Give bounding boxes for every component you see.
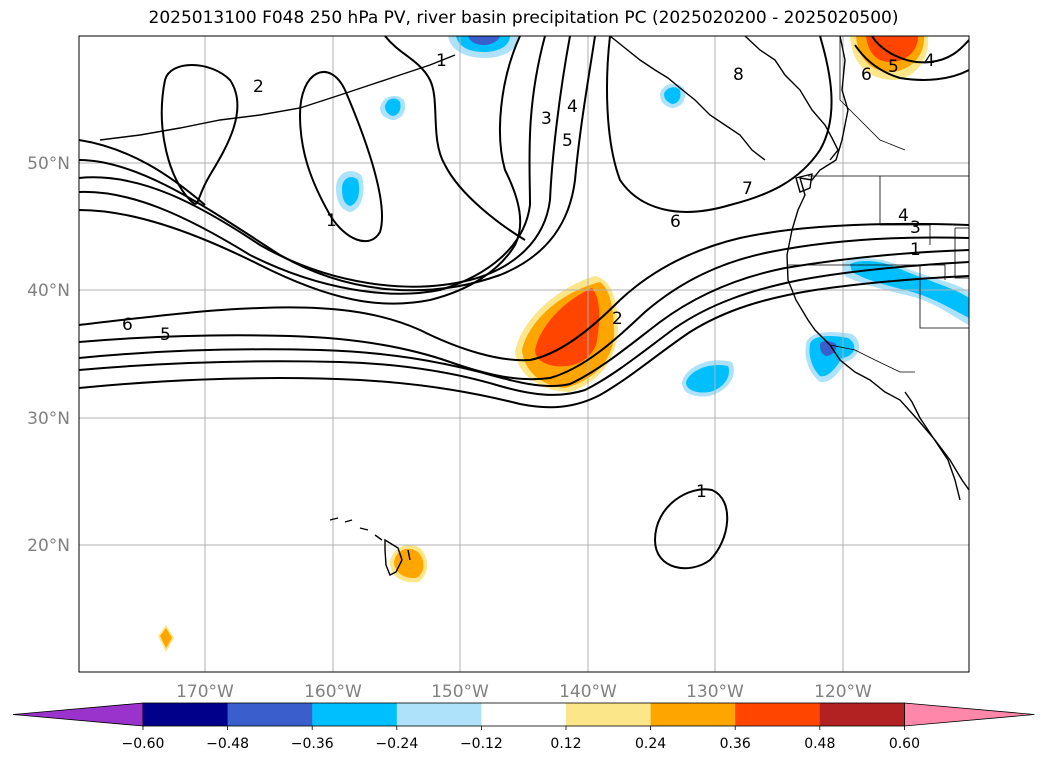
pv-label: 5: [888, 57, 899, 77]
colorbar-segment: [143, 703, 229, 726]
lon-labels: 170°W 160°W 150°W 140°W 130°W 120°W: [176, 682, 872, 702]
precip-shading: [158, 36, 969, 652]
pv-label: 4: [567, 97, 578, 117]
map-title: 2025013100 F048 250 hPa PV, river basin …: [148, 8, 899, 28]
map-frame: [78, 35, 970, 673]
pv-label: 4: [924, 51, 935, 71]
pv-label: 1: [326, 211, 337, 231]
lon-label: 150°W: [431, 682, 489, 702]
pv-label: 1: [910, 240, 921, 260]
colorbar-segment: [396, 703, 482, 726]
lat-label: 30°N: [27, 409, 70, 429]
precip-positive-high: [535, 288, 600, 367]
pv-label: 4: [898, 206, 909, 226]
pv-label: 6: [861, 65, 872, 85]
pv-label: 6: [122, 315, 133, 335]
coastlines: [99, 36, 969, 576]
colorbar-tick-label: −0.48: [206, 736, 249, 752]
colorbar-segment: [650, 703, 736, 726]
colorbar-segment: [481, 703, 567, 726]
borders: [788, 36, 969, 373]
colorbar-segment: [312, 703, 398, 726]
pv-label: 6: [670, 212, 681, 232]
colorbar: −0.60 −0.48 −0.36 −0.24 −0.12 0.12 0.24 0.36 0.4…: [12, 702, 1035, 752]
colorbar-segment: [819, 703, 905, 726]
colorbar-segment: [735, 703, 821, 726]
pv-label: 7: [742, 179, 753, 199]
lon-label: 140°W: [559, 682, 617, 702]
colorbar-tick-label: −0.60: [122, 736, 165, 752]
lat-label: 50°N: [27, 154, 70, 174]
colorbar-tick-label: 0.12: [550, 736, 581, 752]
colorbar-segment: [566, 703, 652, 726]
colorbar-tick-label: 0.36: [720, 736, 751, 752]
pv-label: 1: [436, 51, 447, 71]
pv-label: 3: [910, 218, 921, 238]
lat-label: 20°N: [27, 536, 70, 556]
pv-label: 2: [612, 309, 623, 329]
colorbar-outline: [142, 702, 905, 727]
colorbar-tick-label: −0.24: [375, 736, 418, 752]
colorbar-extend-low: [12, 702, 144, 727]
pv-label: 8: [733, 65, 744, 85]
colorbar-tick-label: 0.24: [635, 736, 666, 752]
pv-label: 3: [541, 109, 552, 129]
pv-label: 1: [696, 482, 707, 502]
colorbar-tick-label: 0.48: [804, 736, 835, 752]
pv-contour-labels: 2 1 1 3 4 5 8 6 5 4 7 6 4 3 1 6 5 2 1: [122, 51, 935, 502]
lon-label: 130°W: [686, 682, 744, 702]
pv-label: 2: [253, 77, 264, 97]
lon-label: 170°W: [176, 682, 234, 702]
lat-label: 40°N: [27, 281, 70, 301]
colorbar-segment: [227, 703, 313, 726]
colorbar-extend-high: [904, 702, 1035, 727]
pv-contours: [79, 36, 969, 570]
pv-label: 5: [160, 325, 171, 345]
pv-label: 5: [562, 131, 573, 151]
lon-label: 120°W: [814, 682, 872, 702]
lon-label: 160°W: [304, 682, 362, 702]
colorbar-tick-label: −0.12: [460, 736, 503, 752]
colorbar-tick-label: 0.60: [889, 736, 920, 752]
lat-labels: 50°N 40°N 30°N 20°N: [27, 154, 70, 556]
colorbar-tick-label: −0.36: [291, 736, 334, 752]
graticule: [79, 36, 969, 672]
